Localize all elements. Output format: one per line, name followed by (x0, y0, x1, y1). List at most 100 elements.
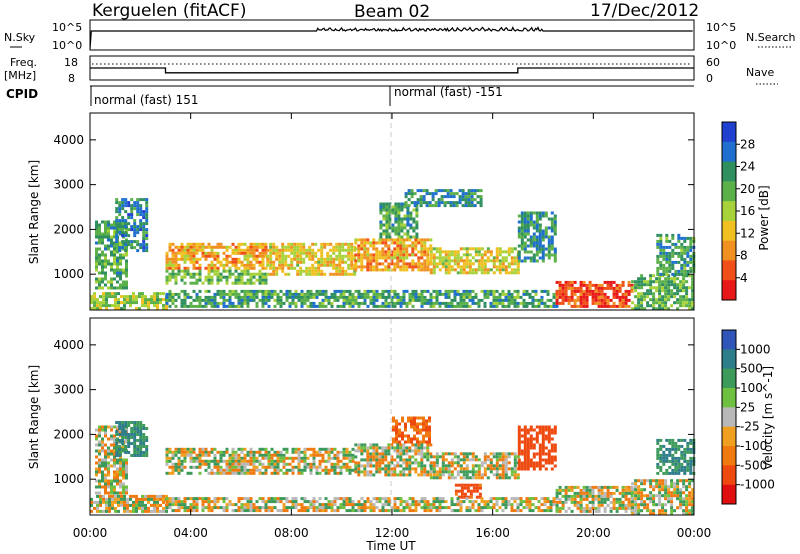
echo-cell (204, 506, 208, 510)
echo-cell (395, 419, 398, 423)
echo-cell (119, 482, 122, 486)
echo-cell (165, 304, 168, 308)
echo-cell (354, 262, 358, 266)
echo-cell (153, 497, 156, 501)
echo-cell (116, 467, 119, 471)
echo-cell (453, 476, 457, 480)
echo-cell (685, 286, 689, 290)
echo-cell (529, 428, 533, 432)
echo-cell (267, 500, 271, 504)
echo-cell (135, 506, 138, 510)
echo-cell (336, 450, 340, 454)
echo-cell (447, 259, 451, 263)
echo-cell (228, 289, 232, 293)
echo-cell (114, 292, 117, 296)
echo-cell (285, 500, 289, 504)
echo-cell (459, 271, 463, 275)
echo-cell (333, 462, 337, 466)
echo-cell (171, 465, 175, 469)
echo-cell (104, 431, 107, 435)
echo-cell (401, 437, 404, 441)
echo-cell (489, 470, 493, 474)
echo-cell (538, 256, 542, 260)
echo-cell (495, 250, 499, 254)
echo-cell (573, 304, 577, 308)
echo-cell (101, 286, 104, 290)
echo-cell (119, 470, 122, 474)
echo-cell (423, 467, 427, 471)
echo-cell (302, 257, 306, 261)
echo-cell (550, 431, 554, 435)
echo-cell (115, 219, 119, 223)
echo-cell (486, 506, 490, 510)
echo-cell (609, 491, 613, 495)
echo-cell (667, 274, 671, 278)
echo-cell (378, 295, 382, 299)
echo-cell (139, 430, 143, 433)
echo-cell (278, 257, 282, 261)
echo-cell (165, 471, 169, 475)
echo-cell (570, 509, 574, 513)
echo-cell (321, 456, 325, 460)
echo-cell (400, 208, 404, 212)
echo-cell (122, 253, 125, 257)
echo-cell (410, 416, 413, 420)
echo-cell (532, 244, 536, 248)
echo-cell (582, 488, 586, 492)
echo-cell (438, 253, 442, 257)
echo-cell (372, 295, 376, 299)
echo-cell (261, 447, 265, 451)
echo-cell (520, 452, 524, 456)
echo-cell (267, 292, 271, 296)
echo-cell (417, 295, 421, 299)
echo-cell (255, 468, 259, 472)
echo-cell (198, 248, 202, 252)
echo-cell (594, 485, 598, 489)
echo-cell (393, 265, 397, 269)
echo-cell (570, 292, 574, 296)
echo-cell (471, 455, 475, 459)
echo-cell (237, 471, 241, 475)
echo-cell (603, 295, 607, 299)
echo-cell (429, 464, 433, 468)
echo-cell (135, 500, 138, 504)
echo-cell (258, 509, 262, 513)
echo-cell (553, 214, 557, 218)
echo-cell (477, 503, 481, 507)
echo-cell (597, 301, 601, 305)
echo-cell (492, 259, 496, 263)
echo-cell (291, 450, 295, 454)
echo-cell (332, 263, 336, 267)
echo-cell (384, 449, 388, 453)
echo-cell (455, 201, 459, 205)
echo-cell (579, 494, 583, 498)
echo-cell (513, 268, 517, 272)
echo-cell (372, 244, 376, 248)
echo-cell (591, 488, 595, 492)
echo-cell (127, 424, 131, 427)
echo-cell (691, 295, 695, 299)
echo-cell (486, 476, 490, 480)
echo-cell (372, 301, 376, 305)
echo-cell (429, 304, 433, 308)
echo-cell (363, 295, 367, 299)
echo-cell (335, 257, 339, 261)
echo-cell (243, 266, 247, 270)
echo-cell (541, 253, 545, 257)
echo-cell (541, 211, 545, 215)
echo-cell (526, 443, 530, 447)
echo-cell (378, 446, 382, 450)
echo-cell (410, 192, 414, 196)
echo-cell (567, 283, 571, 287)
echo-cell (504, 461, 508, 465)
echo-cell (234, 295, 238, 299)
echo-cell (303, 497, 307, 501)
echo-cell (246, 269, 250, 273)
echo-cell (93, 304, 96, 308)
echo-cell (270, 462, 274, 466)
echo-cell (201, 509, 205, 513)
echo-cell (129, 497, 132, 501)
echo-cell (390, 304, 394, 308)
echo-cell (444, 256, 448, 260)
echo-cell (474, 470, 478, 474)
